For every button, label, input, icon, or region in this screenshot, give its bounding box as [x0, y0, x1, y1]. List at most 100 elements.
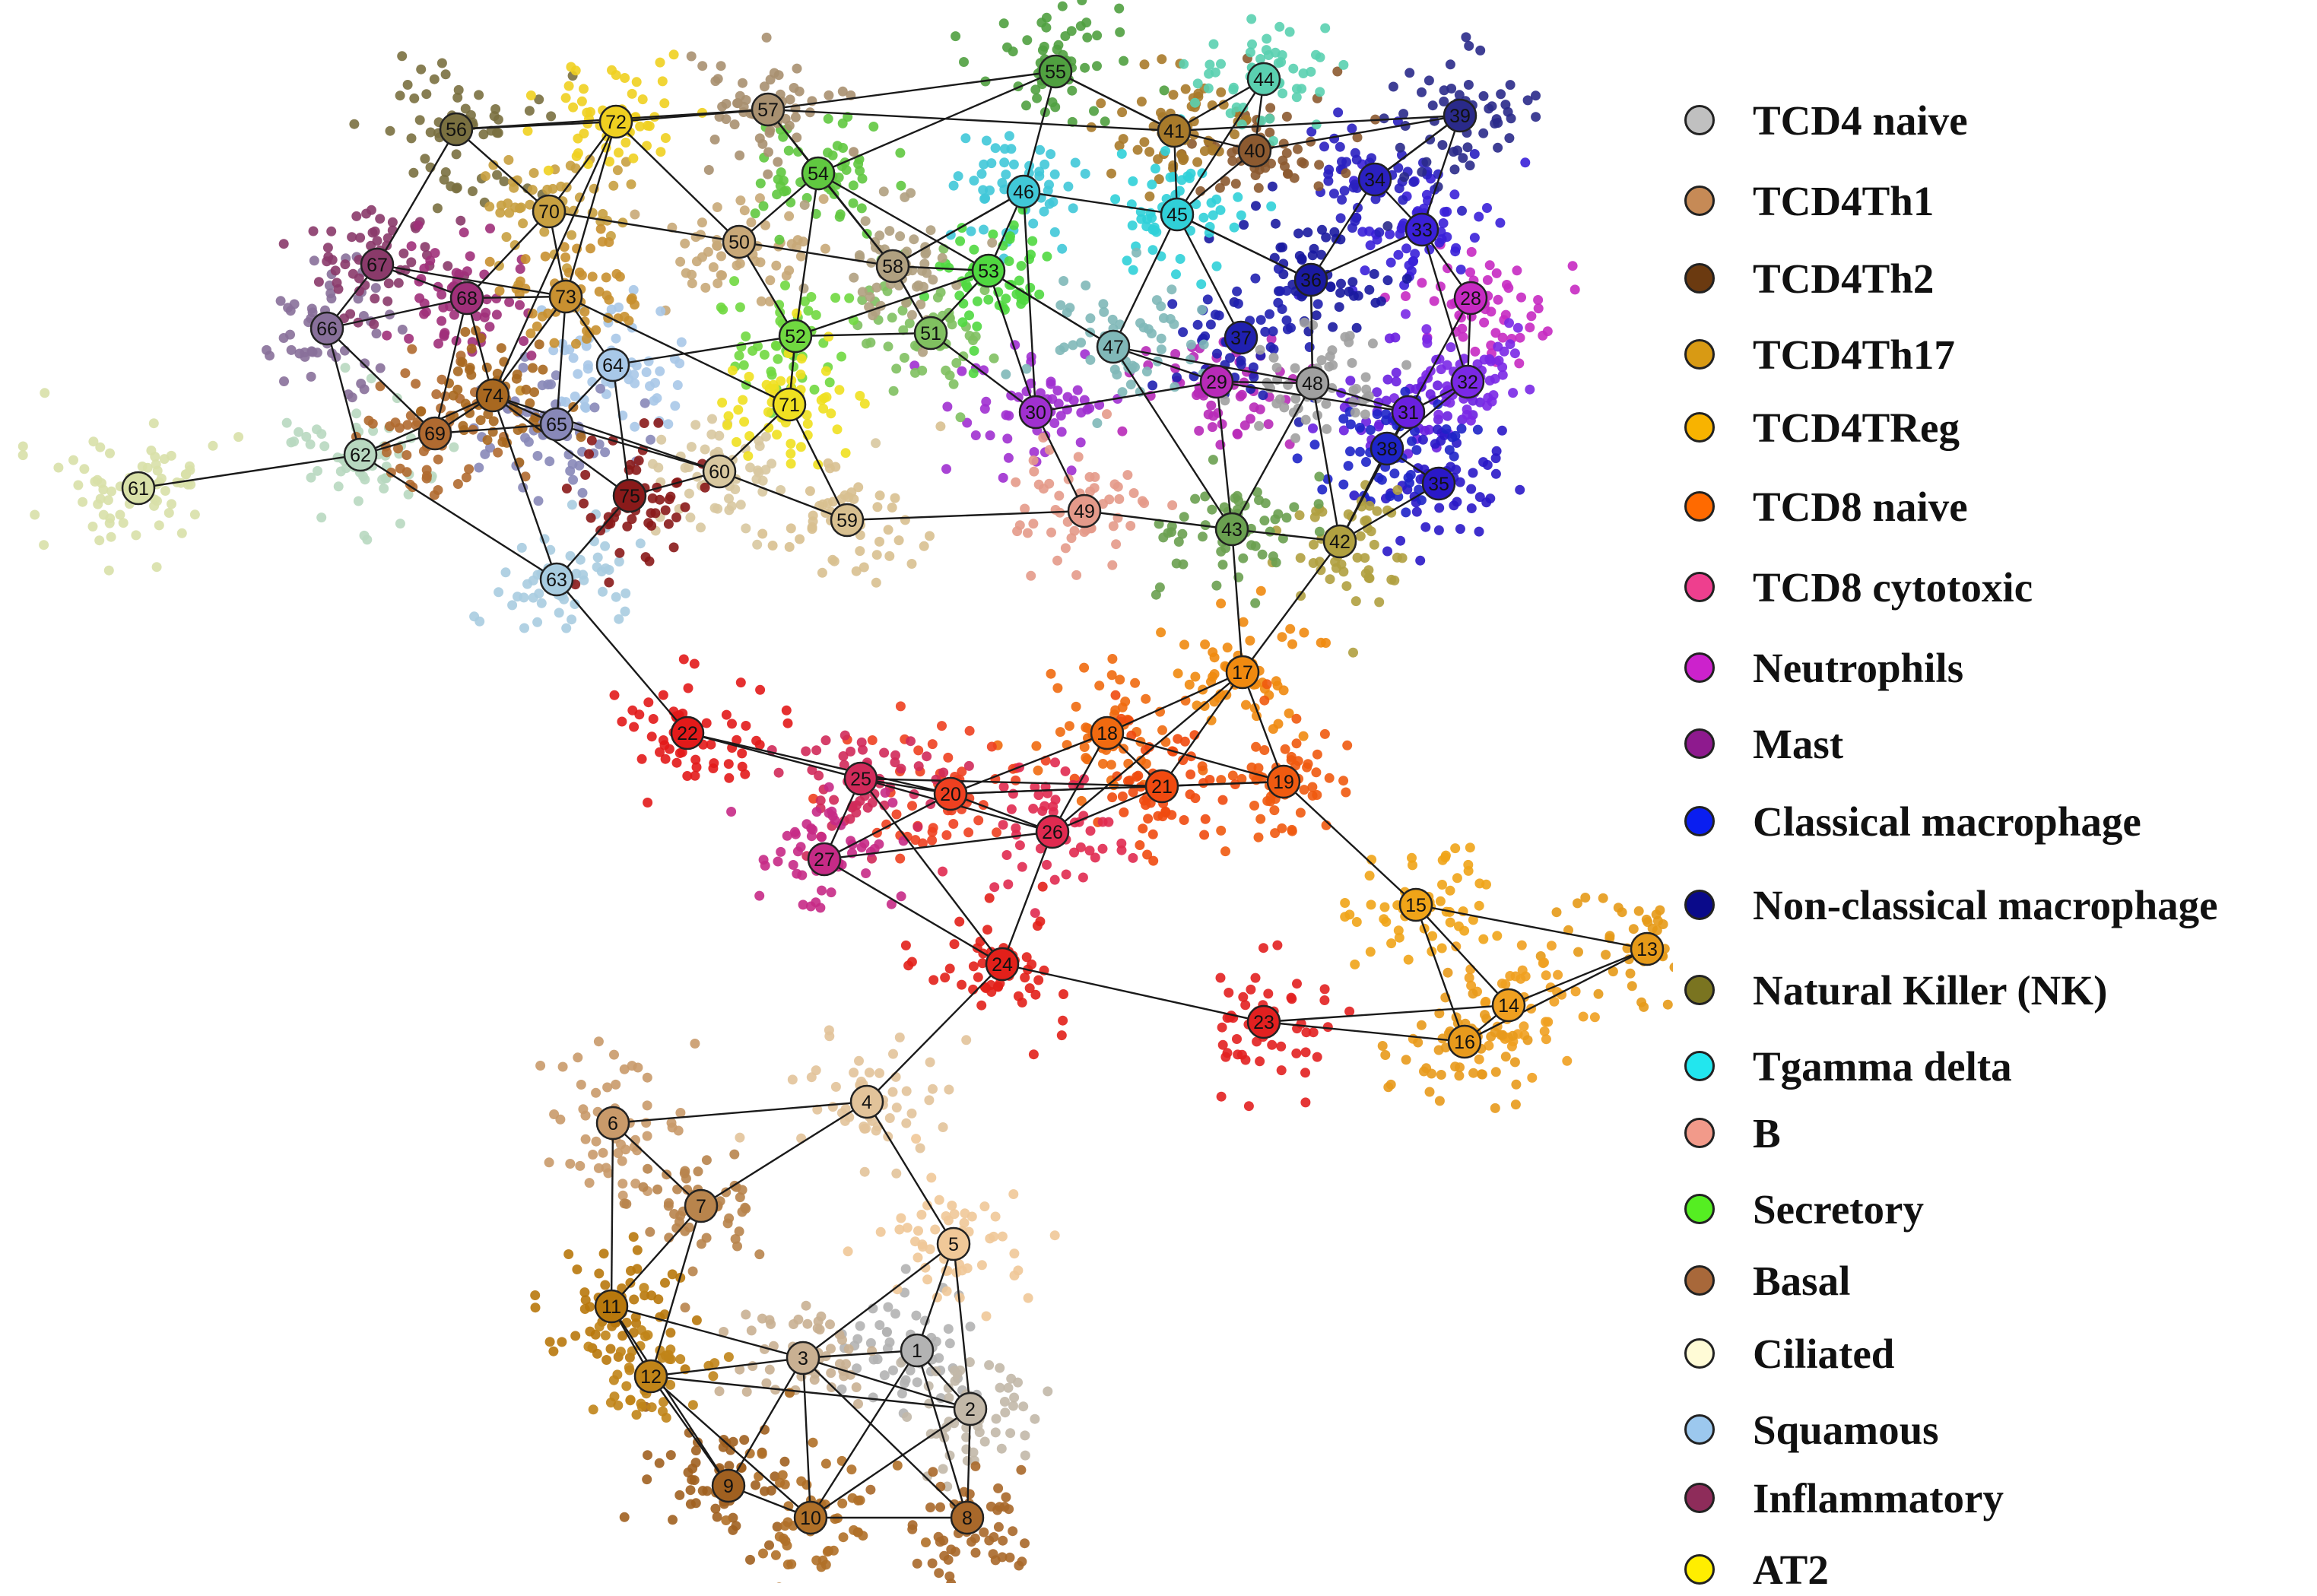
- graph-edge: [1052, 671, 1243, 833]
- cell-point: [883, 525, 893, 535]
- cell-point: [406, 241, 417, 252]
- graph-node-label: 74: [482, 386, 503, 407]
- graph-edge: [455, 129, 550, 212]
- cell-point: [1380, 1050, 1391, 1060]
- graph-node-circle: [360, 247, 395, 282]
- cell-point: [888, 1365, 898, 1375]
- cell-point: [316, 512, 327, 523]
- cell-point: [916, 1210, 927, 1220]
- cell-point: [660, 133, 671, 143]
- cell-point: [1301, 1027, 1312, 1038]
- cell-point: [919, 281, 928, 292]
- cell-point: [729, 119, 740, 130]
- cell-point: [278, 239, 289, 249]
- cell-point: [840, 730, 850, 741]
- cell-point: [1360, 265, 1370, 276]
- cell-point: [830, 293, 841, 303]
- cell-point: [1291, 92, 1302, 103]
- cell-point: [1319, 995, 1330, 1005]
- cell-point: [1005, 231, 1015, 242]
- cell-point: [990, 143, 1001, 154]
- cell-point: [962, 417, 973, 428]
- cell-point: [887, 503, 897, 512]
- cell-point: [998, 782, 1009, 792]
- cell-point: [1198, 339, 1209, 350]
- cell-point: [701, 1155, 712, 1166]
- cell-point: [671, 757, 682, 768]
- cell-point: [754, 468, 764, 478]
- graph-node-circle: [900, 1333, 935, 1368]
- cell-point: [340, 363, 351, 373]
- graph-node-label: 36: [1300, 270, 1322, 291]
- cell-point: [646, 508, 656, 519]
- cell-point: [620, 73, 630, 83]
- cell-point: [995, 1502, 1005, 1512]
- cell-point: [1250, 973, 1261, 983]
- legend-swatch: [1684, 572, 1715, 602]
- cell-point: [493, 114, 503, 125]
- cell-point: [852, 1363, 862, 1374]
- cell-point: [1185, 769, 1196, 779]
- graph-node-label: 24: [992, 954, 1013, 976]
- cell-point: [1490, 1103, 1500, 1113]
- cell-point: [1357, 227, 1368, 237]
- cell-point: [1394, 932, 1404, 943]
- cell-point: [995, 1382, 1005, 1393]
- graph-edge: [1106, 731, 1284, 783]
- cell-point: [732, 260, 742, 271]
- cell-point: [530, 1290, 541, 1300]
- cell-point: [525, 90, 536, 100]
- cell-point: [938, 1122, 948, 1132]
- cell-point: [1122, 470, 1133, 481]
- cell-point: [1533, 295, 1544, 305]
- cell-point: [941, 464, 951, 474]
- cell-point: [871, 550, 882, 560]
- cell-point: [1064, 721, 1074, 731]
- cell-point: [892, 1460, 903, 1471]
- cell-point: [801, 1300, 811, 1311]
- graph-node-label: 7: [696, 1196, 706, 1217]
- cell-point: [73, 480, 84, 490]
- graph-node-circle: [439, 112, 474, 147]
- cell-point: [1281, 315, 1292, 325]
- cell-point: [1179, 59, 1189, 69]
- graph-node-label: 42: [1329, 531, 1351, 553]
- cell-point: [491, 309, 502, 320]
- graph-node-34: 34: [1357, 162, 1392, 197]
- graph-edge: [434, 423, 557, 435]
- cell-point: [1322, 1022, 1333, 1033]
- cell-point: [1220, 846, 1230, 857]
- cell-point: [757, 528, 768, 539]
- cell-point: [817, 567, 827, 578]
- cell-point: [1206, 400, 1217, 411]
- cell-point: [1416, 495, 1427, 506]
- cell-point: [1313, 499, 1324, 509]
- cell-point: [635, 121, 646, 132]
- cell-point: [1452, 145, 1463, 156]
- cell-point: [1142, 849, 1153, 860]
- cell-point: [1525, 322, 1535, 333]
- cell-point: [1363, 565, 1374, 576]
- cell-point: [98, 509, 109, 520]
- cell-point: [726, 807, 737, 817]
- cell-point: [781, 705, 792, 716]
- cell-point: [1241, 700, 1251, 710]
- cell-point: [826, 1382, 836, 1392]
- cell-point: [1148, 855, 1159, 866]
- cell-point: [1208, 210, 1218, 221]
- graph-edge: [1374, 115, 1461, 180]
- cell-point: [865, 292, 875, 302]
- cell-point: [1055, 727, 1065, 738]
- cell-point: [871, 282, 882, 293]
- cell-point: [1147, 328, 1157, 338]
- cell-point: [1293, 144, 1303, 154]
- legend-swatch: [1684, 1051, 1715, 1081]
- cell-point: [1216, 775, 1227, 785]
- cell-point: [621, 138, 631, 148]
- graph-node-label: 19: [1273, 772, 1294, 793]
- cell-point: [1154, 519, 1164, 529]
- cell-point: [1345, 376, 1356, 386]
- cell-point: [868, 122, 879, 132]
- cell-point: [928, 1467, 938, 1477]
- legend-item: TCD4Th17: [1684, 328, 1955, 381]
